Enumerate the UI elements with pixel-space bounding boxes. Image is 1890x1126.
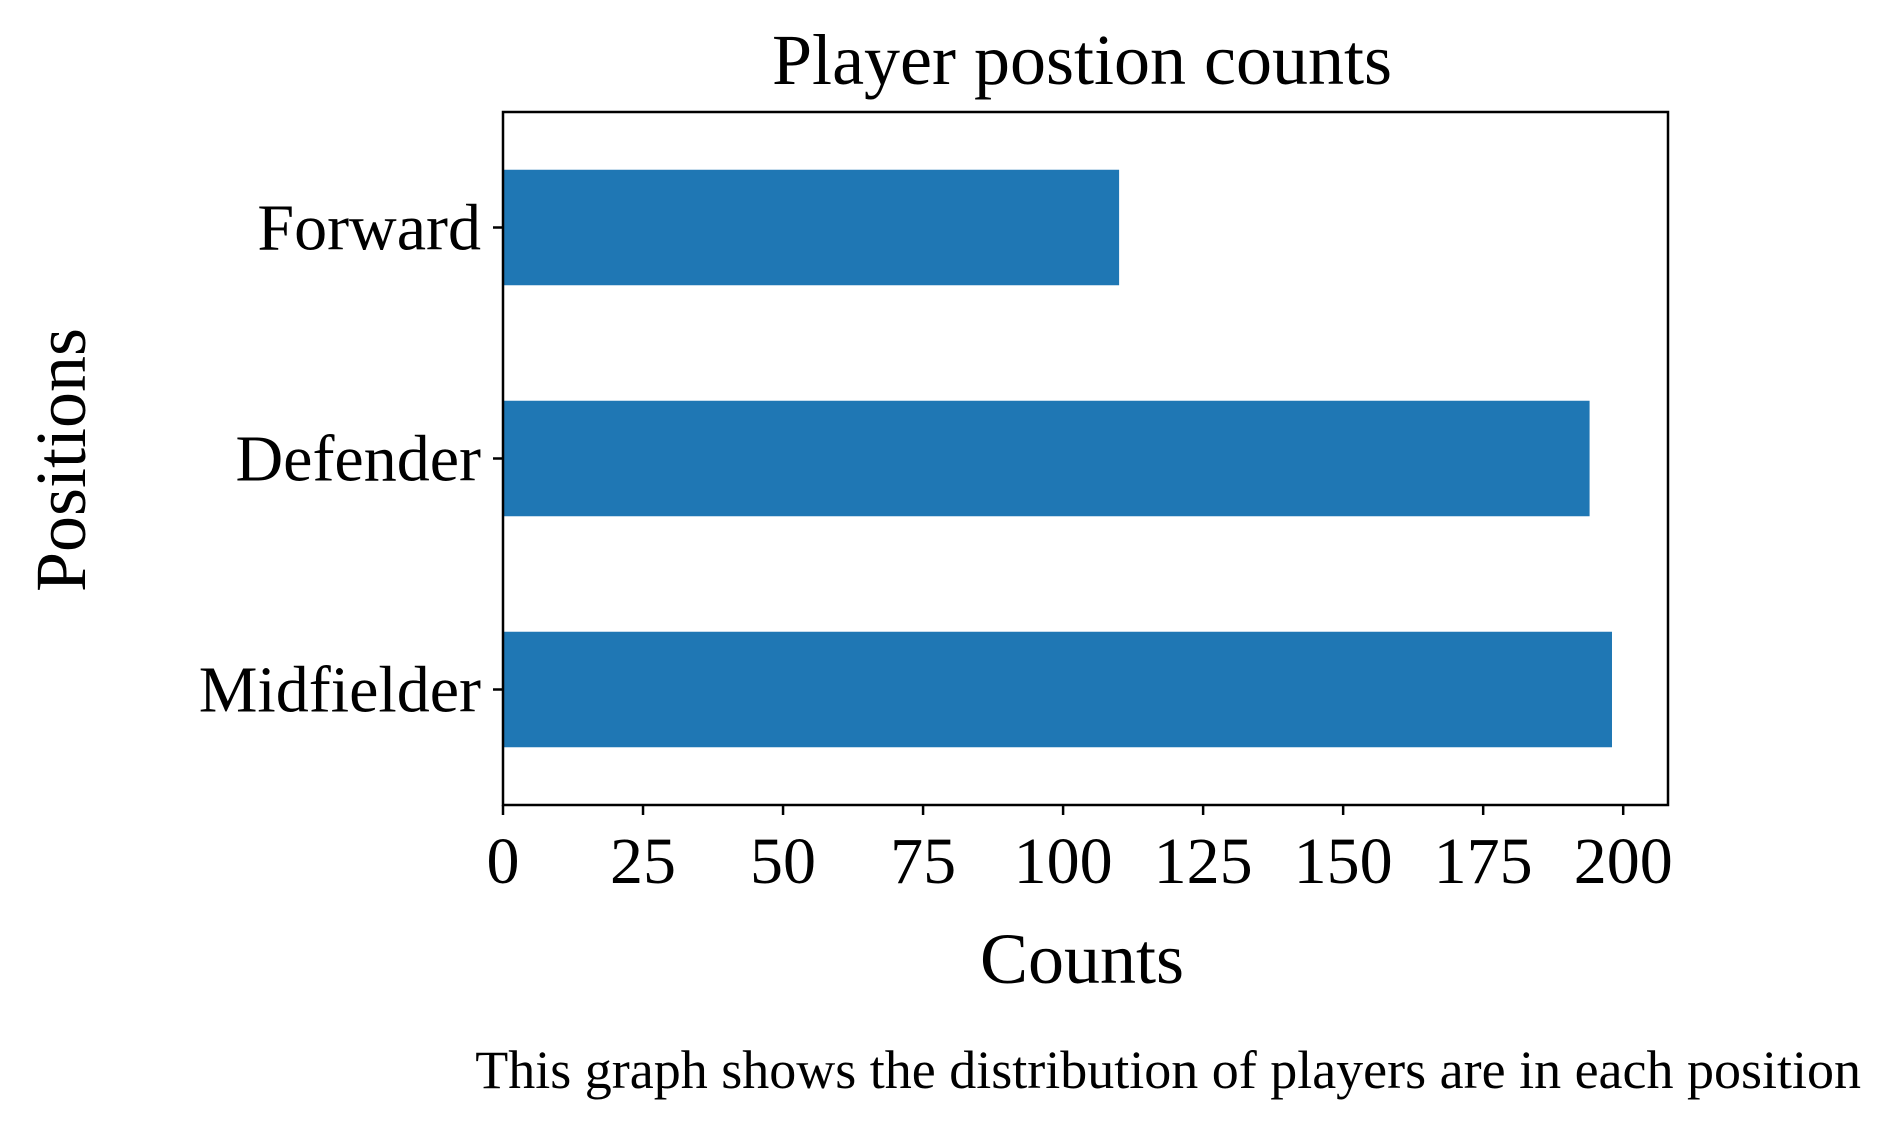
x-tick-label: 100 [1014, 825, 1113, 898]
y-axis-ticks: Forward Defender Midfielder [199, 192, 503, 727]
x-axis-ticks: 0 25 50 75 100 125 150 175 200 [487, 805, 1673, 898]
x-tick-label: 50 [750, 825, 816, 898]
x-tick-label: 25 [610, 825, 676, 898]
x-tick-label: 75 [890, 825, 956, 898]
x-axis-label: Counts [980, 919, 1184, 999]
y-tick-label: Midfielder [199, 654, 481, 727]
bars-group [503, 169, 1612, 748]
y-tick-label: Defender [235, 423, 481, 496]
x-tick-label: 0 [487, 825, 520, 898]
x-tick-label: 200 [1574, 825, 1673, 898]
y-axis-label: Positions [21, 328, 101, 592]
x-tick-label: 175 [1434, 825, 1533, 898]
bar-midfielder [503, 631, 1612, 748]
plot-frame [501, 110, 1670, 807]
bar-defender [503, 400, 1590, 517]
x-tick-label: 125 [1154, 825, 1253, 898]
x-tick-label: 150 [1294, 825, 1393, 898]
chart-caption: This graph shows the distribution of pla… [475, 1040, 1861, 1100]
bar-forward [503, 169, 1120, 286]
chart-title: Player postion counts [772, 20, 1392, 100]
y-tick-label: Forward [257, 192, 481, 265]
